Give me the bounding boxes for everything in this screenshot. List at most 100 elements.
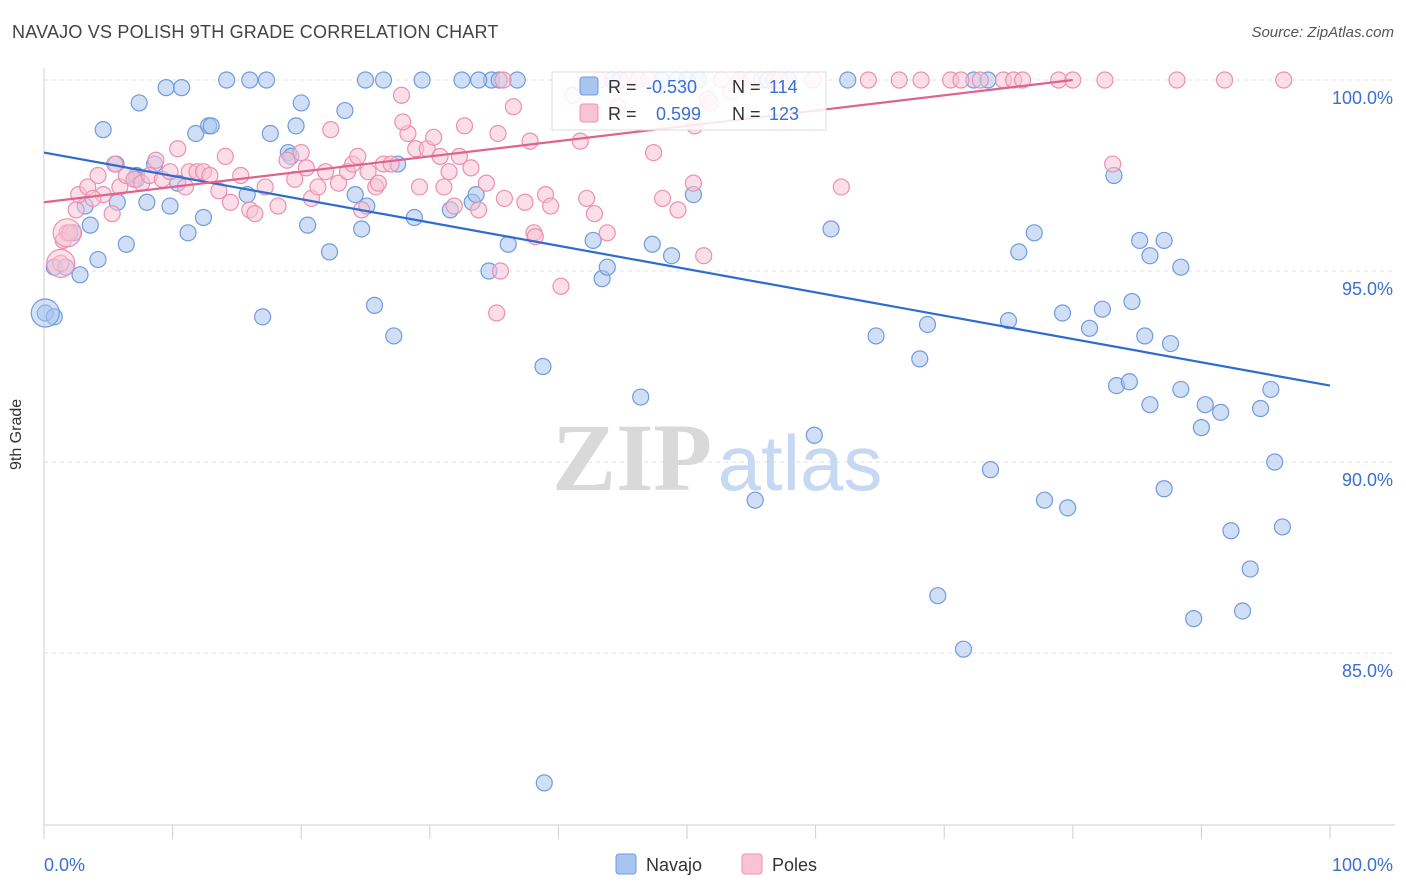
navajo-point [346, 186, 364, 204]
watermark-atlas: atlas [718, 419, 883, 507]
axes [43, 68, 1395, 839]
poles-point [67, 201, 85, 219]
navajo-point [1010, 243, 1028, 261]
poles-point [971, 71, 989, 89]
navajo-point [1262, 380, 1280, 399]
navajo-point [187, 124, 205, 143]
poles-point [494, 71, 512, 89]
navajo-point [261, 124, 279, 143]
tick-labels: 100.0% 95.0% 90.0% 85.0% 0.0% 100.0% [44, 88, 1393, 875]
poles-point [410, 178, 429, 196]
poles-point [147, 151, 165, 169]
poles-point [392, 86, 411, 104]
poles-point [504, 98, 522, 116]
navajo-point [241, 71, 259, 89]
legend: Navajo Poles [615, 853, 817, 875]
poles-point [552, 277, 570, 295]
stats-swatch-poles [579, 103, 599, 123]
navajo-point [71, 266, 89, 284]
navajo-point [89, 250, 107, 269]
navajo-point [822, 220, 840, 238]
navajo-point [929, 587, 947, 605]
poles-point [216, 147, 234, 165]
navajo-point [1123, 292, 1141, 311]
poles-point [477, 174, 495, 192]
stats-r-label: R = [608, 77, 637, 97]
navajo-point [254, 308, 272, 326]
poles-point [695, 247, 713, 265]
navajo-point [805, 426, 823, 444]
poles-point [542, 197, 560, 215]
poles-point [1215, 71, 1234, 89]
stats-r-value: 0.599 [656, 104, 701, 124]
navajo-point [867, 327, 885, 345]
navajo-point [1136, 327, 1154, 345]
poles-point [309, 178, 327, 196]
stats-n-value: 114 [769, 77, 798, 97]
navajo-point [202, 117, 220, 135]
poles-point [521, 132, 539, 150]
poles-point-large [52, 218, 82, 248]
navajo-point [1120, 373, 1138, 391]
navajo-point [1233, 602, 1252, 620]
poles-point [571, 132, 589, 150]
stats-swatch-navajo [579, 76, 599, 96]
poles-point [1275, 71, 1293, 89]
poles-point [578, 189, 596, 208]
navajo-point [292, 94, 310, 112]
navajo-point [257, 71, 276, 89]
poles-point [292, 143, 310, 162]
trend-lines [43, 78, 1331, 387]
poles-point [495, 189, 513, 208]
navajo-point [470, 71, 488, 89]
navajo-point [374, 71, 393, 89]
poles-point [297, 159, 315, 177]
poles-point [349, 147, 367, 165]
poles-point [286, 170, 304, 188]
navajo-point [999, 312, 1018, 330]
legend-label-poles: Poles [772, 855, 817, 875]
navajo-point [1035, 491, 1054, 509]
poles-point [488, 304, 506, 322]
y-tick-label: 90.0% [1342, 470, 1393, 490]
navajo-point [1141, 247, 1159, 265]
navajo-point [299, 216, 317, 234]
navajo-point [1212, 403, 1230, 421]
stats-n-value: 123 [769, 104, 799, 124]
navajo-point [535, 774, 553, 792]
navajo-trend-line [43, 151, 1331, 387]
poles-point [952, 71, 970, 89]
poles-point [489, 124, 507, 143]
navajo-point [1155, 480, 1173, 498]
poles-point [644, 143, 663, 162]
navajo-point [287, 117, 305, 135]
navajo-point [1093, 300, 1111, 318]
navajo-point [179, 224, 197, 242]
navajo-point [954, 640, 973, 658]
navajo-point-large [30, 298, 60, 328]
poles-point [491, 262, 510, 280]
poles-point [585, 205, 604, 223]
poles-point [329, 174, 348, 192]
poles-point [246, 205, 264, 223]
poles-point [462, 159, 480, 177]
poles-point [890, 71, 908, 89]
poles-point [455, 117, 474, 135]
legend-swatch-navajo [615, 853, 637, 875]
navajo-point [405, 208, 423, 227]
navajo-point [662, 247, 681, 265]
poles-point [598, 224, 616, 242]
poles-point [516, 193, 534, 211]
navajo-point [981, 461, 1000, 479]
navajo-point [1251, 399, 1270, 418]
navajo-point [1080, 319, 1099, 337]
navajo-point [1241, 560, 1259, 578]
poles-point [1096, 71, 1114, 89]
legend-swatch-poles [741, 853, 763, 875]
poles-point [445, 197, 463, 215]
navajo-point [1273, 518, 1292, 536]
navajo-point [161, 197, 179, 215]
poles-point [684, 174, 703, 192]
navajo-point [157, 79, 175, 97]
